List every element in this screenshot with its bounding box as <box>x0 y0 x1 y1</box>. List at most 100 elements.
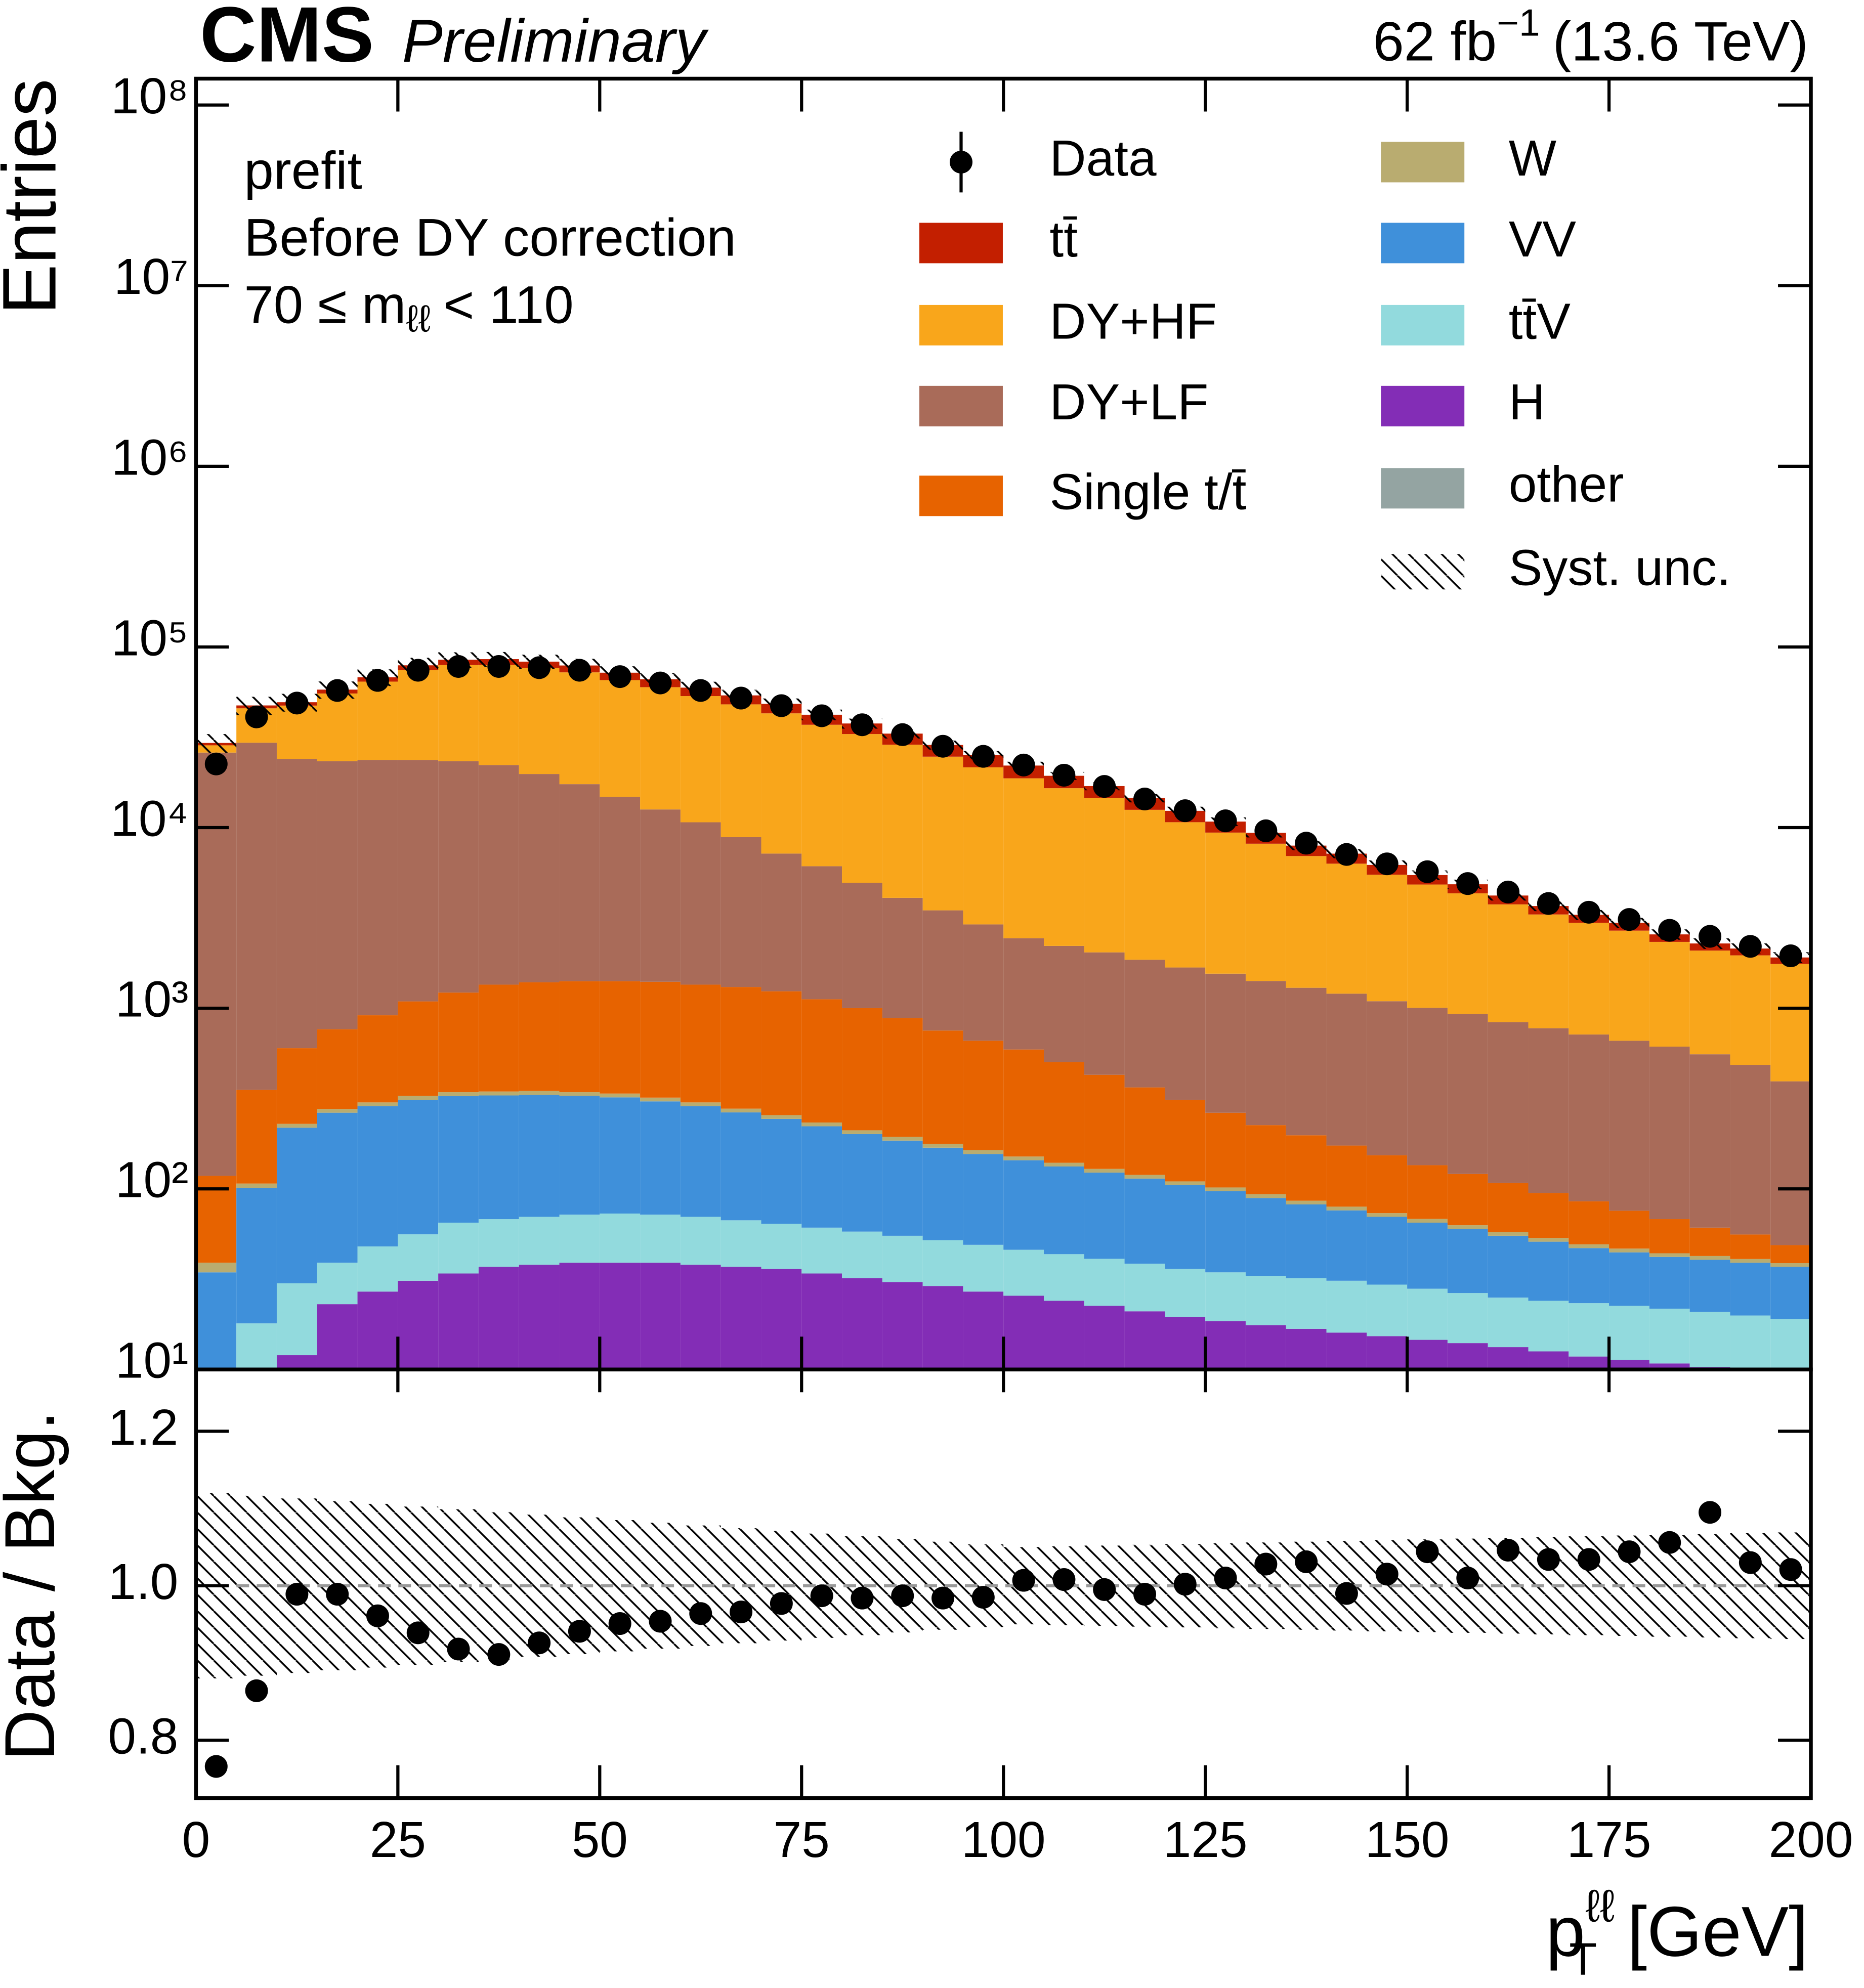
stack-segment <box>1488 1022 1529 1183</box>
stack-segment <box>1084 1074 1125 1169</box>
stack-segment <box>1124 1178 1165 1264</box>
stack-segment <box>1367 1284 1408 1336</box>
legend-swatch <box>919 476 1003 516</box>
stack-segment <box>842 1382 882 1550</box>
stack-segment <box>1326 1280 1367 1333</box>
stack-segment <box>357 1015 398 1103</box>
ratio-point <box>1779 1558 1802 1581</box>
stack-segment <box>1569 1201 1609 1244</box>
stack-segment <box>761 1224 802 1269</box>
stack-segment <box>1084 798 1125 953</box>
stack-segment <box>196 1410 236 1464</box>
y-tick-label: 10⁶ <box>111 429 188 486</box>
stack-segment <box>721 1220 761 1267</box>
ratio-point <box>1295 1550 1318 1573</box>
stack-segment <box>1649 941 1690 1047</box>
stack-segment <box>559 1096 600 1215</box>
stack-segment <box>1165 1317 1206 1370</box>
data-point <box>1335 843 1358 866</box>
stack-segment <box>922 1240 963 1286</box>
stack-segment <box>357 1102 398 1106</box>
stack-segment <box>1770 1374 1811 1550</box>
stack-segment <box>1003 1249 1044 1296</box>
stack-segment <box>1326 1145 1367 1207</box>
ratio-point <box>1456 1566 1479 1589</box>
stack-segment <box>761 1115 802 1119</box>
stack-segment <box>276 1283 317 1356</box>
stack-segment <box>680 696 721 823</box>
stack-segment <box>882 745 923 898</box>
annotation: prefit <box>244 141 362 200</box>
data-point <box>1214 809 1237 833</box>
stack-segment <box>357 1291 398 1370</box>
stack-segment <box>1689 1312 1730 1367</box>
legend-label: Single t/t̄ <box>1049 464 1246 521</box>
stack-segment <box>923 1382 963 1550</box>
syst-band <box>196 734 237 753</box>
stack-segment <box>1730 1371 1770 1550</box>
stack-segment <box>1730 1234 1771 1259</box>
stack-segment <box>882 1137 923 1141</box>
stack-segment <box>1730 1315 1771 1370</box>
stack-segment <box>317 1112 358 1263</box>
data-point <box>971 745 995 768</box>
stack-segment <box>276 1123 317 1128</box>
stack-segment <box>1649 1309 1690 1364</box>
stack-segment <box>1488 1298 1529 1348</box>
stack-segment <box>1569 923 1609 1035</box>
stack-segment <box>1003 1160 1044 1250</box>
data-point <box>1497 880 1520 903</box>
stack-segment <box>357 1106 398 1247</box>
stack-segment <box>640 1101 681 1215</box>
stack-segment <box>1124 1264 1165 1312</box>
stack-segment <box>1569 1034 1609 1201</box>
stack-segment <box>1003 1295 1044 1370</box>
stack-segment <box>478 1219 519 1267</box>
stack-segment <box>276 759 317 1049</box>
stack-segment <box>519 982 560 1091</box>
legend-swatch <box>1381 468 1465 509</box>
stack-segment <box>398 1096 439 1100</box>
lumi-rest: (13.6 TeV) <box>1553 11 1808 73</box>
stack-segment <box>438 992 479 1093</box>
ratio-point <box>810 1584 833 1608</box>
stack-segment <box>1326 1206 1367 1211</box>
stack-segment <box>438 1273 479 1370</box>
stack-segment <box>801 1382 842 1550</box>
stack-segment <box>1245 1276 1286 1325</box>
stack-segment <box>1124 1311 1165 1370</box>
stack-segment <box>1367 1155 1408 1214</box>
stack-segment <box>1447 1343 1488 1370</box>
ratio-point <box>1133 1583 1156 1606</box>
ratio-point <box>971 1586 995 1609</box>
stack-segment <box>1649 1257 1690 1309</box>
legend-swatch <box>1381 305 1465 345</box>
stack-segment <box>1286 1204 1327 1278</box>
stack-segment <box>842 1130 882 1134</box>
stack-segment <box>1246 1382 1286 1550</box>
frame <box>194 1367 1813 1800</box>
stack-segment <box>398 1280 439 1370</box>
stack-segment <box>1367 1001 1408 1155</box>
stack-segment <box>922 1286 963 1370</box>
x-tick-label: 175 <box>1567 1811 1651 1868</box>
stack-segment <box>1730 1263 1771 1316</box>
stack-segment <box>801 1227 842 1274</box>
y-tick-label: 10⁷ <box>114 248 188 305</box>
x-title-sub: T <box>1569 1934 1597 1984</box>
x-axis-title: pℓℓ T [GeV] <box>1546 1881 1808 1984</box>
stack-segment <box>1084 1382 1125 1550</box>
stack-segment <box>600 680 641 797</box>
ratio-point <box>851 1586 874 1610</box>
stack-segment <box>1730 1382 1770 1550</box>
data-point <box>1012 753 1035 776</box>
stack-segment <box>1730 955 1771 1065</box>
stack-segment <box>1569 1356 1609 1370</box>
stack-segment <box>1125 1382 1165 1550</box>
stack-segment <box>680 822 721 985</box>
ratio-point <box>931 1586 955 1610</box>
stack-segment <box>640 981 681 1098</box>
stack-segment <box>1407 1008 1448 1165</box>
stack-segment <box>519 1265 560 1370</box>
stack-segment <box>1124 809 1165 960</box>
